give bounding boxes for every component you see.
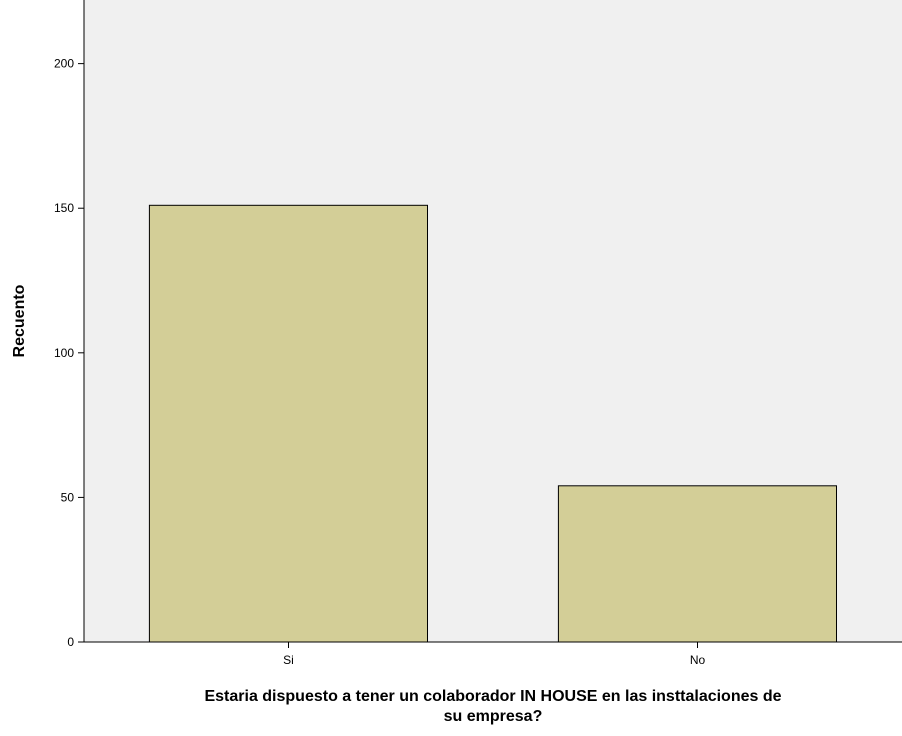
y-ticks-group: 0 50 100 150 200 xyxy=(54,57,84,649)
x-tick-label: Si xyxy=(283,653,294,667)
bar-no xyxy=(557,485,838,643)
y-tick-label: 150 xyxy=(54,201,74,215)
y-tick-label: 0 xyxy=(67,635,74,649)
x-axis-title-line-1: Estaria dispuesto a tener un colaborador… xyxy=(204,688,781,705)
bar-si xyxy=(148,204,428,643)
x-ticks-group: Si No xyxy=(283,642,705,667)
y-tick-label: 50 xyxy=(61,490,75,504)
bars-group xyxy=(148,204,838,643)
y-tick-label: 100 xyxy=(54,346,74,360)
y-axis-title: Recuento xyxy=(11,284,28,357)
y-tick-label: 200 xyxy=(54,57,74,71)
x-axis-title-line-2: su empresa? xyxy=(444,708,543,725)
x-tick-label: No xyxy=(690,653,706,667)
